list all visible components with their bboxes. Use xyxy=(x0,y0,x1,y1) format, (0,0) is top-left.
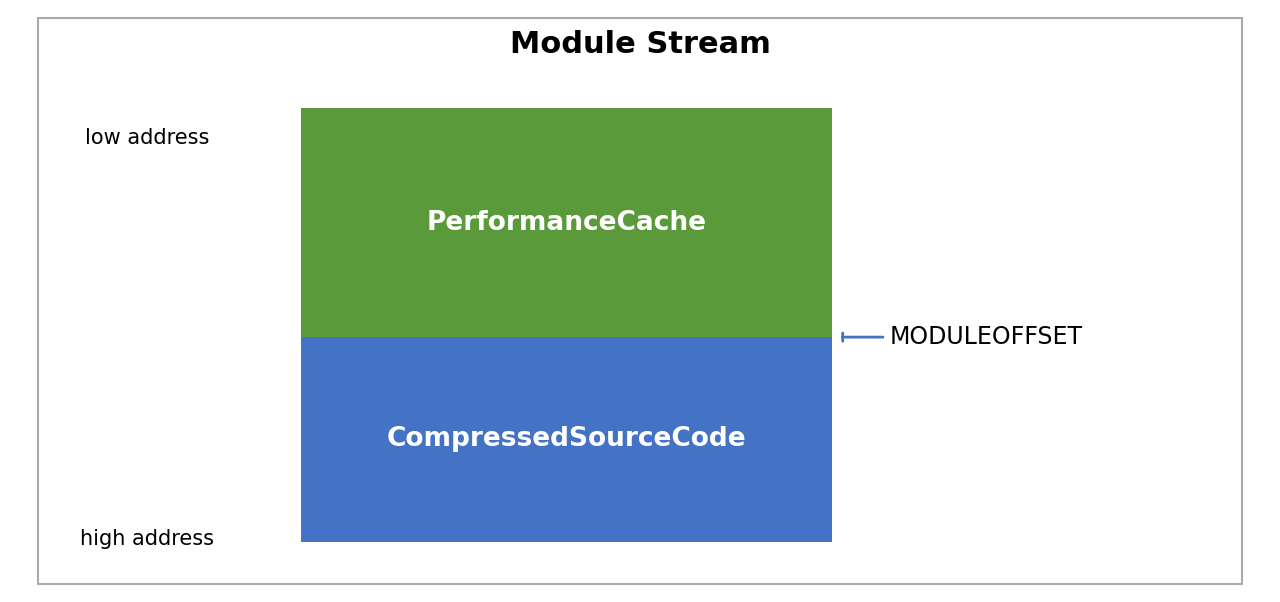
Text: Module Stream: Module Stream xyxy=(509,30,771,59)
Bar xyxy=(301,337,832,542)
Text: MODULEOFFSET: MODULEOFFSET xyxy=(890,325,1083,349)
Text: high address: high address xyxy=(81,529,214,549)
Text: PerformanceCache: PerformanceCache xyxy=(426,209,707,236)
Bar xyxy=(301,108,832,337)
Text: CompressedSourceCode: CompressedSourceCode xyxy=(387,426,746,453)
Text: low address: low address xyxy=(84,128,210,149)
